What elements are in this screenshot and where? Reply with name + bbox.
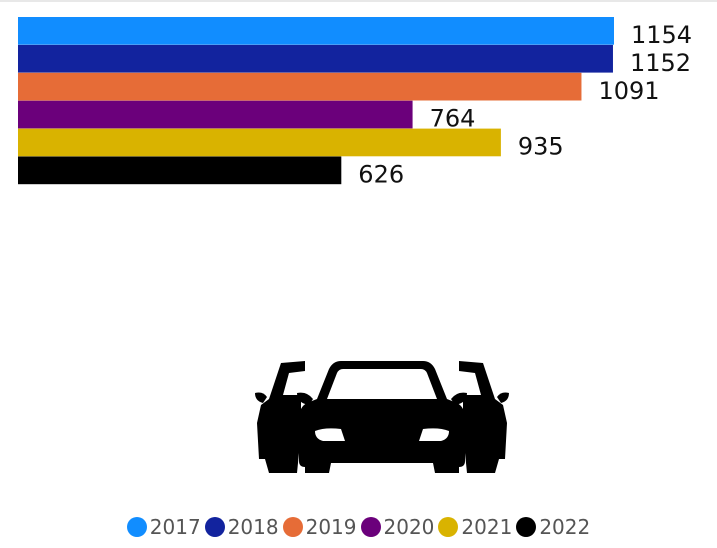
legend-item-2019[interactable]: 2019	[282, 515, 357, 539]
bar-2017[interactable]	[18, 17, 614, 45]
legend-label: 2019	[305, 515, 357, 539]
bar-2018[interactable]	[18, 44, 613, 73]
legend-label: 2017	[149, 515, 201, 539]
bar-2022[interactable]	[18, 156, 342, 185]
legend-item-2020[interactable]: 2020	[360, 515, 435, 539]
left-car-shape	[255, 361, 305, 473]
legend-label: 2018	[227, 515, 279, 539]
legend-dot	[438, 517, 459, 537]
legend-label: 2022	[539, 515, 591, 539]
legend-dot	[516, 517, 537, 537]
legend: 2017 2018 2019 2020 2021 2022	[0, 512, 717, 542]
legend-dot	[126, 517, 147, 537]
data-label-2022: 626	[358, 161, 404, 189]
data-label-2021: 935	[518, 133, 564, 161]
legend-dot	[204, 517, 225, 537]
data-label-2020: 764	[430, 105, 476, 133]
legend-label: 2020	[383, 515, 435, 539]
legend-item-2021[interactable]: 2021	[438, 515, 512, 539]
cars-icon	[253, 355, 511, 477]
legend-item-2022[interactable]: 2022	[516, 515, 590, 539]
legend-item-2018[interactable]: 2018	[204, 515, 279, 539]
bar-2021[interactable]	[18, 128, 501, 157]
legend-item-2017[interactable]: 2017	[126, 515, 201, 539]
bar-2019[interactable]	[18, 72, 582, 101]
data-label-2017: 1154	[631, 21, 692, 49]
legend-label: 2021	[461, 515, 513, 539]
bar-2020[interactable]	[18, 100, 413, 129]
data-label-2018: 1152	[630, 49, 691, 77]
data-label-2019: 1091	[598, 77, 659, 105]
front-car-shape	[297, 361, 467, 473]
right-car-shape	[459, 361, 509, 473]
legend-dot	[360, 517, 381, 537]
legend-dot	[282, 517, 303, 537]
top-divider	[0, 0, 717, 2]
